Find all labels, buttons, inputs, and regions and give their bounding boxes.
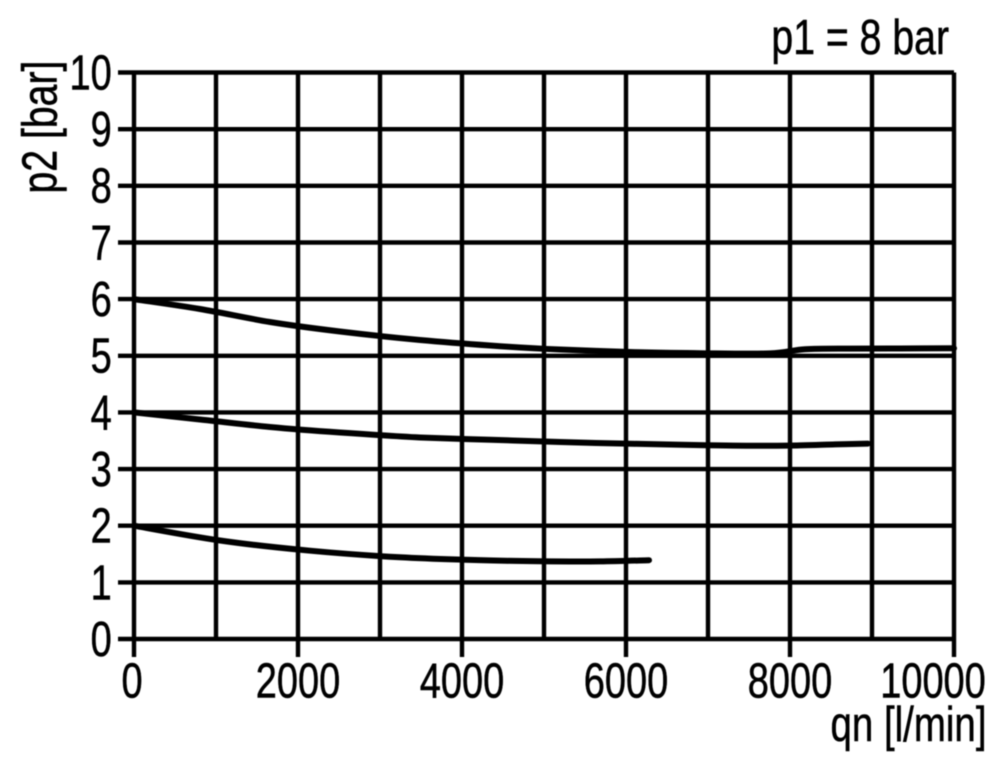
- svg-text:3: 3: [91, 442, 112, 497]
- svg-text:4: 4: [91, 386, 112, 441]
- svg-text:0: 0: [121, 654, 142, 709]
- svg-text:6: 6: [91, 272, 112, 327]
- svg-text:8000: 8000: [748, 654, 832, 709]
- svg-text:4000: 4000: [420, 654, 504, 709]
- svg-text:p2 [bar]: p2 [bar]: [13, 61, 67, 194]
- svg-text:1: 1: [91, 556, 112, 611]
- svg-text:6000: 6000: [584, 654, 668, 709]
- svg-text:10000: 10000: [880, 654, 986, 709]
- svg-text:5: 5: [91, 329, 112, 384]
- svg-text:2: 2: [91, 499, 112, 554]
- svg-text:qn [l/min]: qn [l/min]: [831, 698, 987, 753]
- svg-text:2000: 2000: [256, 654, 340, 709]
- svg-text:10: 10: [70, 46, 112, 101]
- svg-text:7: 7: [91, 216, 112, 271]
- svg-text:9: 9: [91, 103, 112, 158]
- svg-text:p1 = 8 bar: p1 = 8 bar: [771, 11, 949, 65]
- svg-text:0: 0: [91, 612, 112, 667]
- svg-text:8: 8: [91, 159, 112, 214]
